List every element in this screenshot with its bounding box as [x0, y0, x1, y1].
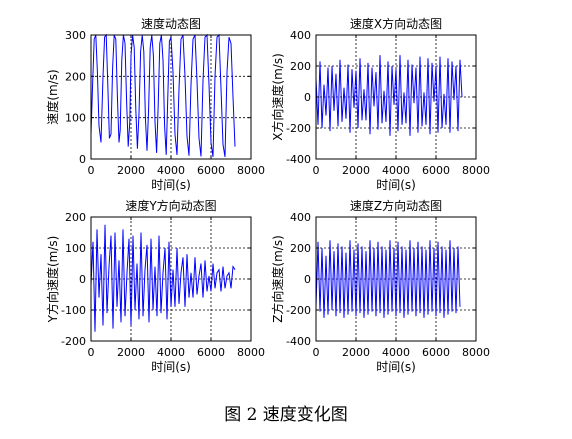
x-tick-label: 4000 [157, 346, 185, 359]
y-tick-label: 300 [65, 29, 86, 42]
chart-panel-1: 速度动态图 0 2000 4000 6000 8000 0 100 200 300 时间(s) 速度(… [45, 16, 265, 192]
x-tick-label: 2000 [342, 346, 370, 359]
y-tick-label: 200 [65, 70, 86, 83]
x-tick-label: 0 [88, 164, 95, 177]
y-tick-label: -200 [286, 122, 311, 135]
y-tick-label: -400 [286, 335, 311, 348]
chart-title: 速度Z方向动态图 [350, 198, 442, 213]
x-tick-label: 0 [313, 164, 320, 177]
y-tick-label: -400 [286, 153, 311, 166]
x-tick-label: 4000 [157, 164, 185, 177]
y-tick-label: 100 [65, 112, 86, 125]
chart-title: 速度动态图 [141, 16, 201, 31]
chart-panel-2: 速度X方向动态图 0 2000 4000 6000 8000 -400 -200 0 200 400… [270, 16, 490, 192]
x-tick-label: 4000 [382, 346, 410, 359]
figure-caption: 图 2 速度变化图 [224, 405, 348, 425]
y-tick-label: 200 [290, 242, 311, 255]
y-tick-label: 400 [290, 29, 311, 42]
y-tick-label: 0 [304, 273, 311, 286]
x-tick-label: 0 [88, 346, 95, 359]
chart-title: 速度Y方向动态图 [125, 198, 216, 213]
y-tick-label: 400 [290, 211, 311, 224]
y-axis-label: Y方向速度(m/s) [45, 236, 60, 324]
x-axis-label: 时间(s) [151, 360, 191, 374]
y-tick-label: 100 [65, 242, 86, 255]
y-tick-label: 200 [290, 60, 311, 73]
y-axis-label: X方向速度(m/s) [270, 53, 285, 141]
y-tick-label: -100 [61, 304, 86, 317]
y-tick-label: 0 [304, 91, 311, 104]
y-tick-label: 200 [65, 211, 86, 224]
x-tick-label: 8000 [462, 346, 490, 359]
x-tick-label: 8000 [462, 164, 490, 177]
y-axis-label: 速度(m/s) [45, 69, 60, 124]
x-tick-label: 6000 [422, 346, 450, 359]
y-tick-label: -200 [61, 335, 86, 348]
x-tick-label: 0 [313, 346, 320, 359]
x-tick-label: 6000 [197, 346, 225, 359]
x-axis-label: 时间(s) [376, 178, 416, 192]
x-tick-label: 8000 [237, 346, 265, 359]
y-tick-label: -200 [286, 304, 311, 317]
series-line [90, 33, 236, 157]
x-tick-label: 2000 [117, 346, 145, 359]
series-line [315, 240, 461, 318]
x-axis-label: 时间(s) [151, 178, 191, 192]
y-tick-label: 0 [79, 273, 86, 286]
series-line [315, 55, 463, 136]
x-tick-label: 2000 [117, 164, 145, 177]
x-tick-label: 8000 [237, 164, 265, 177]
chart-panel-4: 速度Z方向动态图 0 2000 4000 6000 8000 -400 -200 0 200 400… [270, 198, 490, 374]
chart-title: 速度X方向动态图 [350, 16, 442, 31]
x-tick-label: 4000 [382, 164, 410, 177]
y-tick-label: 0 [79, 153, 86, 166]
series-line [90, 224, 236, 332]
chart-panel-3: 速度Y方向动态图 0 2000 4000 6000 8000 -200 -100 0 100 200… [45, 198, 265, 374]
x-tick-label: 6000 [422, 164, 450, 177]
x-axis-label: 时间(s) [376, 360, 416, 374]
x-tick-label: 2000 [342, 164, 370, 177]
x-tick-label: 6000 [197, 164, 225, 177]
y-axis-label: Z方向速度(m/s) [270, 235, 285, 323]
